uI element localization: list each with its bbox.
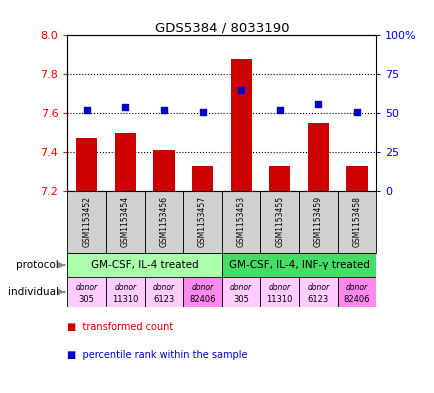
Point <box>237 86 244 93</box>
Bar <box>115 132 136 191</box>
Bar <box>106 277 144 307</box>
Text: donor: donor <box>76 283 98 292</box>
Text: GSM1153459: GSM1153459 <box>313 196 322 248</box>
Bar <box>269 165 290 191</box>
Bar <box>183 191 221 253</box>
Text: protocol: protocol <box>16 260 64 270</box>
Text: GSM1153457: GSM1153457 <box>197 196 207 248</box>
Text: GSM1153458: GSM1153458 <box>352 196 361 248</box>
Bar <box>67 277 106 307</box>
Text: GM-CSF, IL-4 treated: GM-CSF, IL-4 treated <box>91 260 198 270</box>
Title: GDS5384 / 8033190: GDS5384 / 8033190 <box>154 21 289 34</box>
Text: donor: donor <box>230 283 252 292</box>
Point <box>160 107 167 113</box>
Text: donor: donor <box>152 283 174 292</box>
Bar <box>307 123 328 191</box>
Text: donor: donor <box>268 283 290 292</box>
Bar <box>230 59 251 191</box>
Text: ■  transformed count: ■ transformed count <box>67 322 173 332</box>
Text: 6123: 6123 <box>153 295 174 304</box>
Text: donor: donor <box>114 283 136 292</box>
Bar <box>221 277 260 307</box>
Text: 82406: 82406 <box>343 295 369 304</box>
Text: GSM1153456: GSM1153456 <box>159 196 168 248</box>
Point <box>353 108 360 115</box>
Text: GSM1153453: GSM1153453 <box>236 196 245 248</box>
Bar <box>221 253 375 277</box>
Bar <box>345 165 367 191</box>
Text: 11310: 11310 <box>266 295 292 304</box>
Bar <box>337 191 375 253</box>
Text: individual: individual <box>8 287 64 297</box>
Text: 6123: 6123 <box>307 295 328 304</box>
Bar <box>144 277 183 307</box>
Bar <box>191 165 213 191</box>
Bar <box>299 277 337 307</box>
Text: donor: donor <box>345 283 367 292</box>
Text: 11310: 11310 <box>112 295 138 304</box>
Text: 82406: 82406 <box>189 295 215 304</box>
Text: GM-CSF, IL-4, INF-γ treated: GM-CSF, IL-4, INF-γ treated <box>228 260 368 270</box>
Bar <box>260 191 299 253</box>
Bar <box>221 191 260 253</box>
Text: 305: 305 <box>233 295 249 304</box>
Text: donor: donor <box>191 283 213 292</box>
Text: GSM1153455: GSM1153455 <box>275 196 283 248</box>
Bar <box>260 277 299 307</box>
Bar <box>106 191 144 253</box>
Text: donor: donor <box>306 283 329 292</box>
Bar <box>67 253 221 277</box>
Text: 305: 305 <box>79 295 95 304</box>
Bar <box>144 191 183 253</box>
Bar <box>299 191 337 253</box>
Text: GSM1153452: GSM1153452 <box>82 196 91 248</box>
Bar <box>76 138 97 191</box>
Bar <box>337 277 375 307</box>
Point <box>83 107 90 113</box>
Point <box>199 108 206 115</box>
Text: ■  percentile rank within the sample: ■ percentile rank within the sample <box>67 350 247 360</box>
Bar <box>153 150 174 191</box>
Point <box>276 107 283 113</box>
Bar <box>183 277 221 307</box>
Bar <box>67 191 106 253</box>
Text: GSM1153454: GSM1153454 <box>121 196 129 248</box>
Point <box>122 104 128 110</box>
Point <box>314 101 321 107</box>
